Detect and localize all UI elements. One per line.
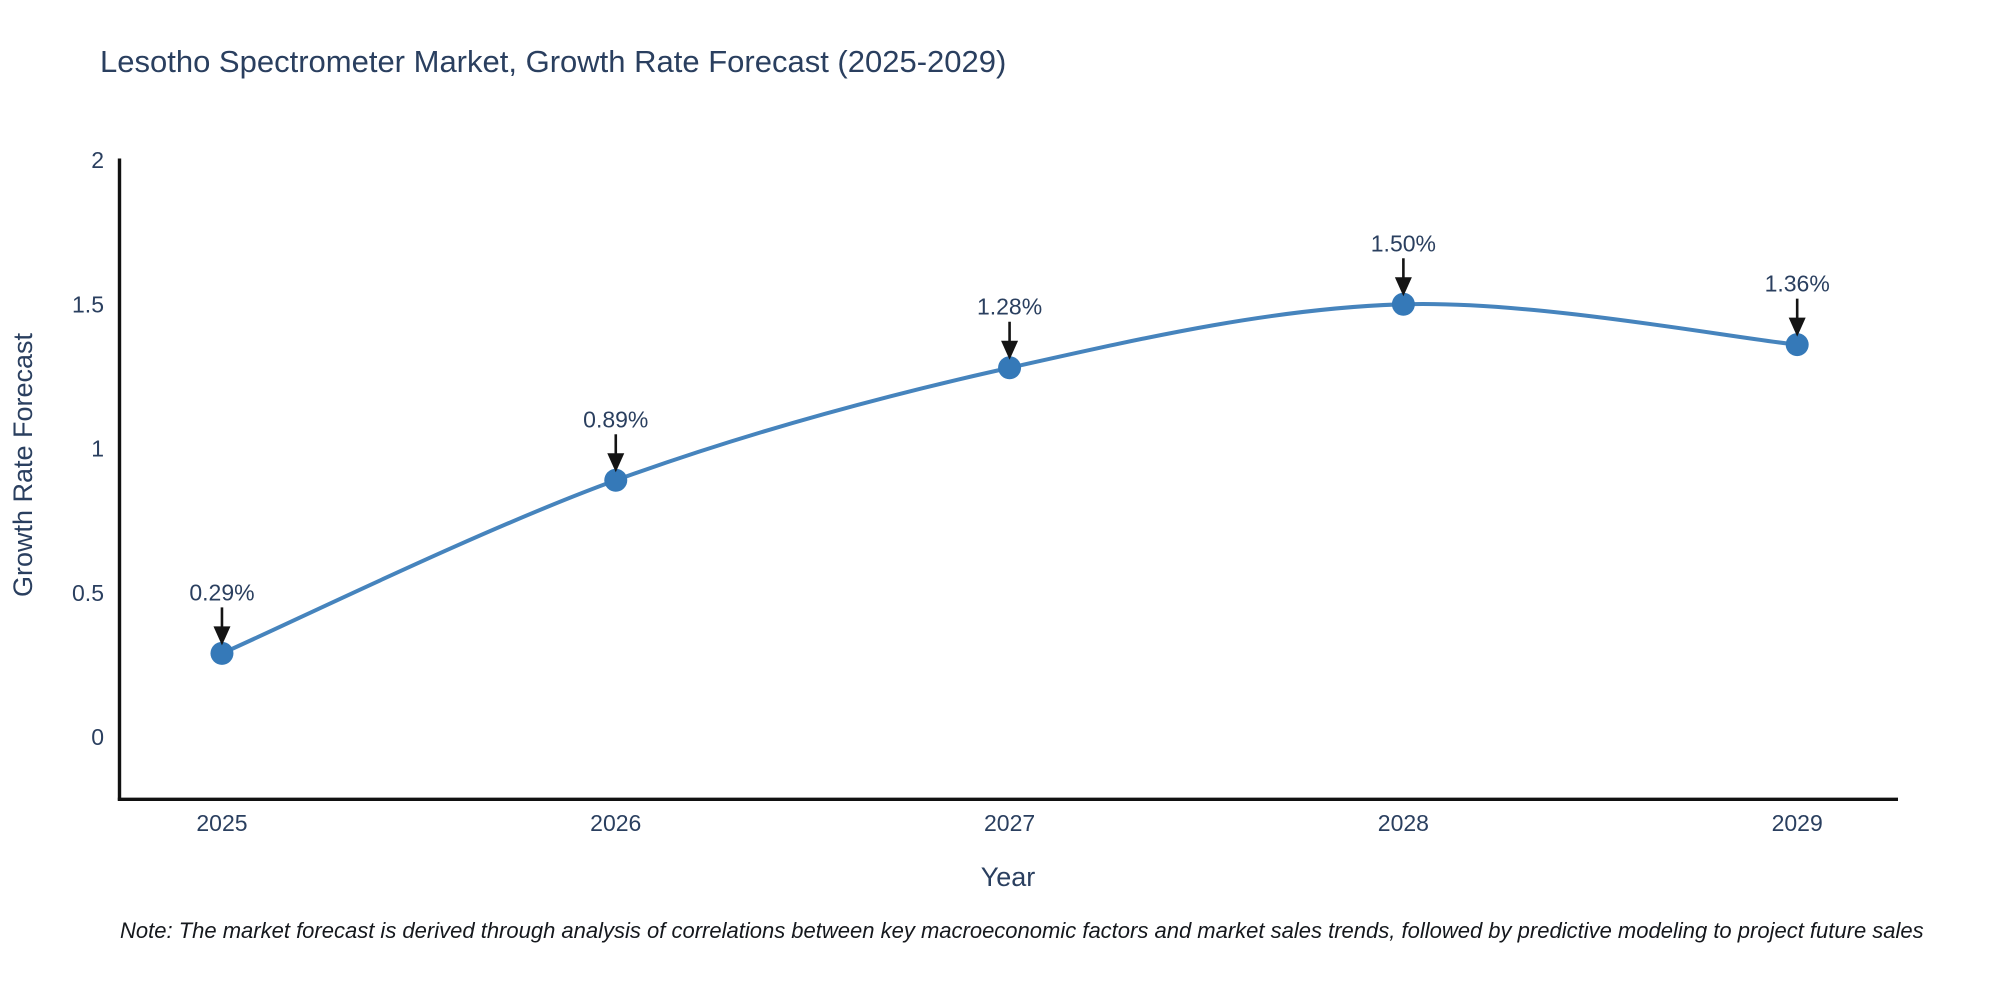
annotation-arrowhead-icon	[1394, 277, 1412, 297]
annotation-arrowhead-icon	[607, 453, 625, 473]
data-point-2027[interactable]	[998, 356, 1022, 380]
point-value-label: 1.28%	[977, 294, 1042, 320]
annotation-2027: 1.28%	[977, 294, 1042, 360]
annotation-arrowhead-icon	[1788, 317, 1806, 337]
y-tick-label-1: 1	[91, 436, 104, 462]
x-axis-title: Year	[981, 862, 1036, 892]
annotation-arrowhead-icon	[213, 626, 231, 646]
y-tick-label-0.5: 0.5	[72, 580, 104, 606]
annotation-2025: 0.29%	[189, 579, 255, 646]
annotation-2026: 0.89%	[583, 406, 648, 473]
footnote: Note: The market forecast is derived thr…	[120, 918, 1924, 943]
annotation-arrowhead-icon	[1001, 340, 1019, 360]
point-value-label: 0.29%	[189, 579, 254, 605]
data-point-2028[interactable]	[1391, 292, 1415, 316]
point-value-label: 1.36%	[1765, 271, 1830, 297]
y-tick-label-2: 2	[91, 147, 104, 173]
point-value-label: 1.50%	[1371, 230, 1436, 256]
series-markers	[210, 292, 1809, 665]
x-tick-label-2029: 2029	[1772, 810, 1823, 836]
annotation-2028: 1.50%	[1371, 230, 1436, 297]
x-tick-label-2028: 2028	[1378, 810, 1429, 836]
x-tick-label-2026: 2026	[590, 810, 641, 836]
x-tick-label-2025: 2025	[196, 810, 247, 836]
annotation-2029: 1.36%	[1765, 271, 1830, 337]
data-point-2026[interactable]	[604, 468, 628, 492]
data-point-2029[interactable]	[1785, 333, 1809, 357]
point-annotations: 0.29% 0.89% 1.28% 1.50% 1.36%	[189, 230, 1830, 646]
y-axis-title: Growth Rate Forecast	[8, 332, 38, 597]
y-tick-label-0: 0	[91, 724, 104, 750]
y-tick-label-1.5: 1.5	[72, 291, 104, 317]
x-tick-label-2027: 2027	[984, 810, 1035, 836]
point-value-label: 0.89%	[583, 406, 648, 432]
axis-ticks: 0 0.5 1 1.5 2 2025 2026 2027 2028 2029	[72, 147, 1823, 836]
data-point-2025[interactable]	[210, 641, 234, 665]
chart-title: Lesotho Spectrometer Market, Growth Rate…	[100, 44, 1007, 79]
